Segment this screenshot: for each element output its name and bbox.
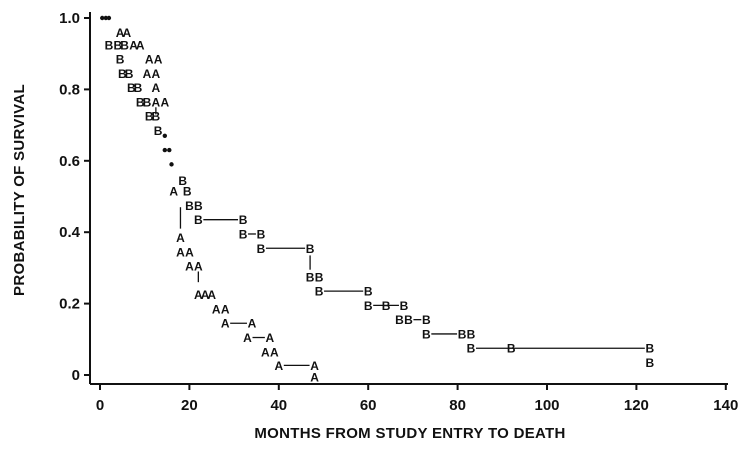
- series-a-point: A: [160, 95, 169, 109]
- x-tick-label: 80: [449, 397, 466, 414]
- series-b-point: B: [134, 81, 143, 95]
- series-a-point: A: [201, 288, 210, 302]
- y-tick-label: 0.4: [59, 224, 81, 241]
- x-tick-label: 140: [713, 397, 738, 414]
- series-b-point: B: [145, 110, 154, 124]
- series-b-point: B: [125, 67, 134, 81]
- series-a-point: A: [116, 26, 125, 40]
- x-axis-title: MONTHS FROM STUDY ENTRY TO DEATH: [254, 425, 565, 442]
- series-a-point: A: [176, 245, 185, 259]
- series-b-point: B: [306, 270, 315, 284]
- series-a-point: A: [194, 288, 203, 302]
- series-a-point: A: [310, 359, 319, 373]
- series-b-point: B: [154, 124, 163, 138]
- shared-point-dot: [106, 15, 112, 21]
- series-b-point: B: [257, 242, 266, 256]
- series-a-point: A: [169, 185, 178, 199]
- series-a-point: A: [154, 53, 163, 67]
- series-a-point: A: [243, 331, 252, 345]
- series-b-point: B: [315, 270, 324, 284]
- shared-point-dot: [162, 147, 168, 153]
- series-a-point: A: [194, 260, 203, 274]
- series-b-point: B: [239, 227, 248, 241]
- series-a-point: A: [122, 26, 131, 40]
- series-a-point: A: [176, 231, 185, 245]
- series-b-point: B: [458, 327, 467, 341]
- y-tick-label: 0.8: [59, 81, 80, 98]
- series-b-point: B: [120, 38, 129, 52]
- series-b-point: B: [400, 299, 409, 313]
- series-b-point: B: [152, 110, 161, 124]
- series-b-point: B: [645, 342, 654, 356]
- series-a-point: A: [261, 345, 270, 359]
- series-b-point: B: [306, 242, 315, 256]
- series-b-point: B: [395, 313, 404, 327]
- series-b-point: B: [183, 185, 192, 199]
- shared-point-dot: [167, 147, 172, 153]
- series-b-point: B: [507, 342, 516, 356]
- series-b-point: B: [194, 213, 203, 227]
- y-axis-title: PROBABILITY OF SURVIVAL: [11, 84, 28, 296]
- x-tick-label: 40: [270, 397, 287, 414]
- shared-point-dot: [103, 15, 109, 21]
- series-a-point: A: [136, 38, 145, 52]
- ticks: 0 20 40 60 80 100 120 140 0 0.2 0.4 0.6 0.8 1.0: [59, 10, 738, 414]
- axes: [89, 12, 728, 385]
- series-a-point: A: [212, 302, 221, 316]
- series-b-point: B: [185, 199, 194, 213]
- series-b-point: B: [382, 299, 391, 313]
- series-b-point: B: [364, 285, 373, 299]
- x-tick-label: 0: [96, 397, 104, 414]
- series-b-point: B: [645, 356, 654, 370]
- series-b-point: B: [114, 38, 123, 52]
- series-a-point: A: [152, 95, 161, 109]
- series-b-point: B: [105, 38, 114, 52]
- series-a-point: A: [185, 260, 194, 274]
- series-a-point: A: [270, 345, 279, 359]
- series-b-point: B: [178, 174, 187, 188]
- series-a-point: A: [221, 317, 230, 331]
- series-b-point: B: [315, 285, 324, 299]
- x-tick-label: 120: [624, 397, 649, 414]
- y-tick-label: 0.2: [59, 296, 80, 313]
- series-a-point: A: [143, 67, 152, 81]
- series-a-point: A: [129, 38, 138, 52]
- series-b-point: B: [143, 95, 152, 109]
- series-a-point: A: [207, 288, 216, 302]
- y-tick-label: 0: [72, 367, 80, 384]
- shared-point-dot: [100, 15, 105, 21]
- series-a-point: A: [145, 53, 154, 67]
- series-a-point: A: [185, 245, 194, 259]
- series-b-point: B: [422, 327, 431, 341]
- series-b-point: B: [118, 67, 127, 81]
- series-b-point: B: [404, 313, 413, 327]
- series-b-point: B: [467, 342, 476, 356]
- series-a-point: A: [152, 81, 161, 95]
- series-a-point: A: [221, 302, 230, 316]
- shared-point-dot: [162, 133, 168, 139]
- series-a-point: A: [248, 317, 257, 331]
- x-tick-label: 100: [534, 397, 559, 414]
- y-tick-label: 0.6: [59, 153, 80, 170]
- x-tick-label: 60: [360, 397, 377, 414]
- series-b-point: B: [194, 199, 203, 213]
- series-b-point: B: [116, 53, 125, 67]
- series-b-point: B: [467, 327, 476, 341]
- series-b-point: B: [422, 313, 431, 327]
- series-a-point: A: [152, 67, 161, 81]
- series-b-point: B: [127, 81, 136, 95]
- series-b-point: B: [239, 213, 248, 227]
- series-b-point: B: [364, 299, 373, 313]
- series-b-point: B: [136, 95, 145, 109]
- series-a-point: A: [266, 331, 275, 345]
- series-b-point: B: [257, 227, 266, 241]
- series-a-point: A: [274, 359, 283, 373]
- x-tick-label: 20: [181, 397, 198, 414]
- y-tick-label: 1.0: [59, 10, 80, 27]
- series-a-point: A: [310, 370, 319, 384]
- shared-point-dot: [169, 162, 174, 167]
